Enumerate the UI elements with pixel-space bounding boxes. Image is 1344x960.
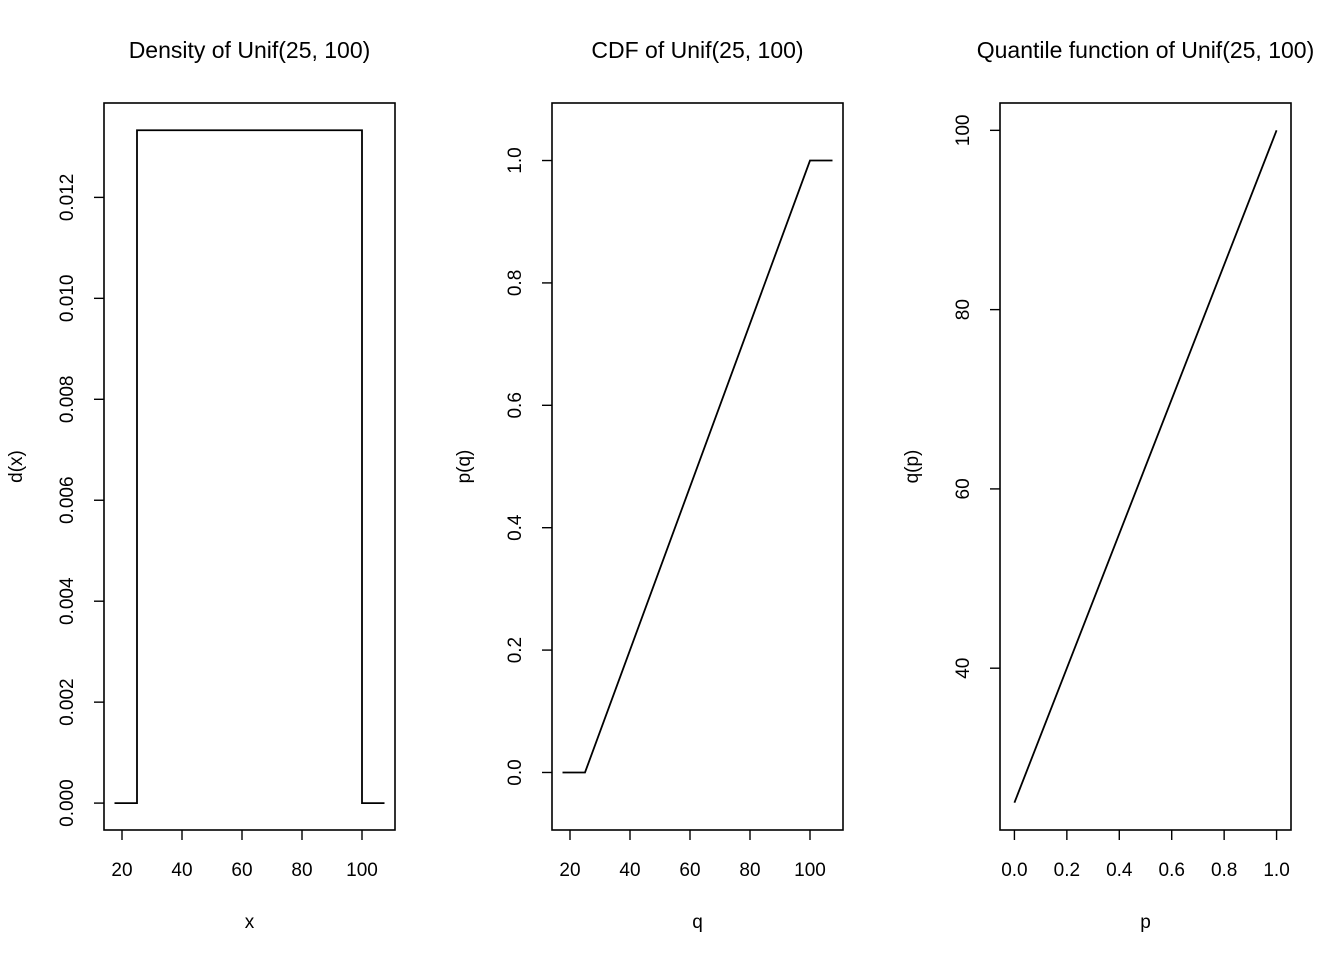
y-tick-label: 60: [953, 478, 974, 499]
chart-title: CDF of Unif(25, 100): [591, 37, 803, 63]
chart-panel-3: Quantile function of Unif(25, 100) 0.0 0.2…: [902, 37, 1314, 933]
x-tick-label: 100: [346, 860, 378, 881]
series-line: [562, 159, 833, 774]
x-tick-label: 80: [739, 860, 760, 881]
y-tick-label: 100: [953, 114, 974, 146]
y-axis-label: d(x): [6, 450, 27, 483]
y-tick-label: 0.006: [57, 476, 78, 524]
y-axis-label: q(p): [902, 450, 923, 484]
x-axis-label: q: [692, 912, 703, 933]
y-tick-label: 1.0: [505, 147, 526, 173]
x-tick-label: 0.8: [1211, 860, 1237, 881]
x-tick-label: 20: [111, 860, 132, 881]
x-tick-label: 0.2: [1054, 860, 1080, 881]
x-tick-label: 40: [619, 860, 640, 881]
chart-title: Density of Unif(25, 100): [129, 37, 371, 63]
y-tick-label: 0.4: [505, 514, 526, 541]
y-tick-label: 0.012: [57, 174, 78, 222]
chart-title: Quantile function of Unif(25, 100): [977, 37, 1315, 63]
chart-panel-1: Density of Unif(25, 100) 20 40 60 80 100 0.000…: [6, 37, 396, 933]
y-tick-label: 80: [953, 299, 974, 320]
series-line: [114, 129, 385, 804]
x-tick-label: 1.0: [1263, 860, 1289, 881]
series-line: [1013, 130, 1278, 803]
x-tick-label: 40: [171, 860, 192, 881]
x-tick-label: 20: [559, 860, 580, 881]
chart-panel-2: CDF of Unif(25, 100) 20 40 60 80 100 0.0 0.2 0.4…: [454, 37, 844, 933]
x-tick-label: 0.0: [1001, 860, 1027, 881]
y-tick-label: 0.000: [57, 779, 78, 827]
plot-frame: [551, 102, 844, 831]
y-axis-label: p(q): [454, 450, 475, 484]
x-tick-label: 60: [231, 860, 252, 881]
y-tick-label: 0.0: [505, 759, 526, 785]
x-tick-label: 0.6: [1159, 860, 1185, 881]
x-axis-label: x: [245, 912, 255, 933]
y-tick-label: 0.002: [57, 678, 78, 726]
x-tick-label: 100: [794, 860, 826, 881]
x-tick-label: 80: [291, 860, 312, 881]
y-tick-label: 0.6: [505, 392, 526, 418]
y-tick-label: 0.010: [57, 275, 78, 323]
plot-frame: [103, 102, 396, 831]
y-tick-label: 0.008: [57, 376, 78, 424]
y-tick-label: 0.8: [505, 270, 526, 296]
plot-frame: [999, 102, 1292, 831]
y-tick-label: 0.2: [505, 637, 526, 663]
y-tick-label: 0.004: [57, 577, 78, 625]
x-axis-label: p: [1140, 912, 1151, 933]
x-tick-label: 0.4: [1106, 860, 1133, 881]
x-tick-label: 60: [679, 860, 700, 881]
y-tick-label: 40: [953, 658, 974, 679]
